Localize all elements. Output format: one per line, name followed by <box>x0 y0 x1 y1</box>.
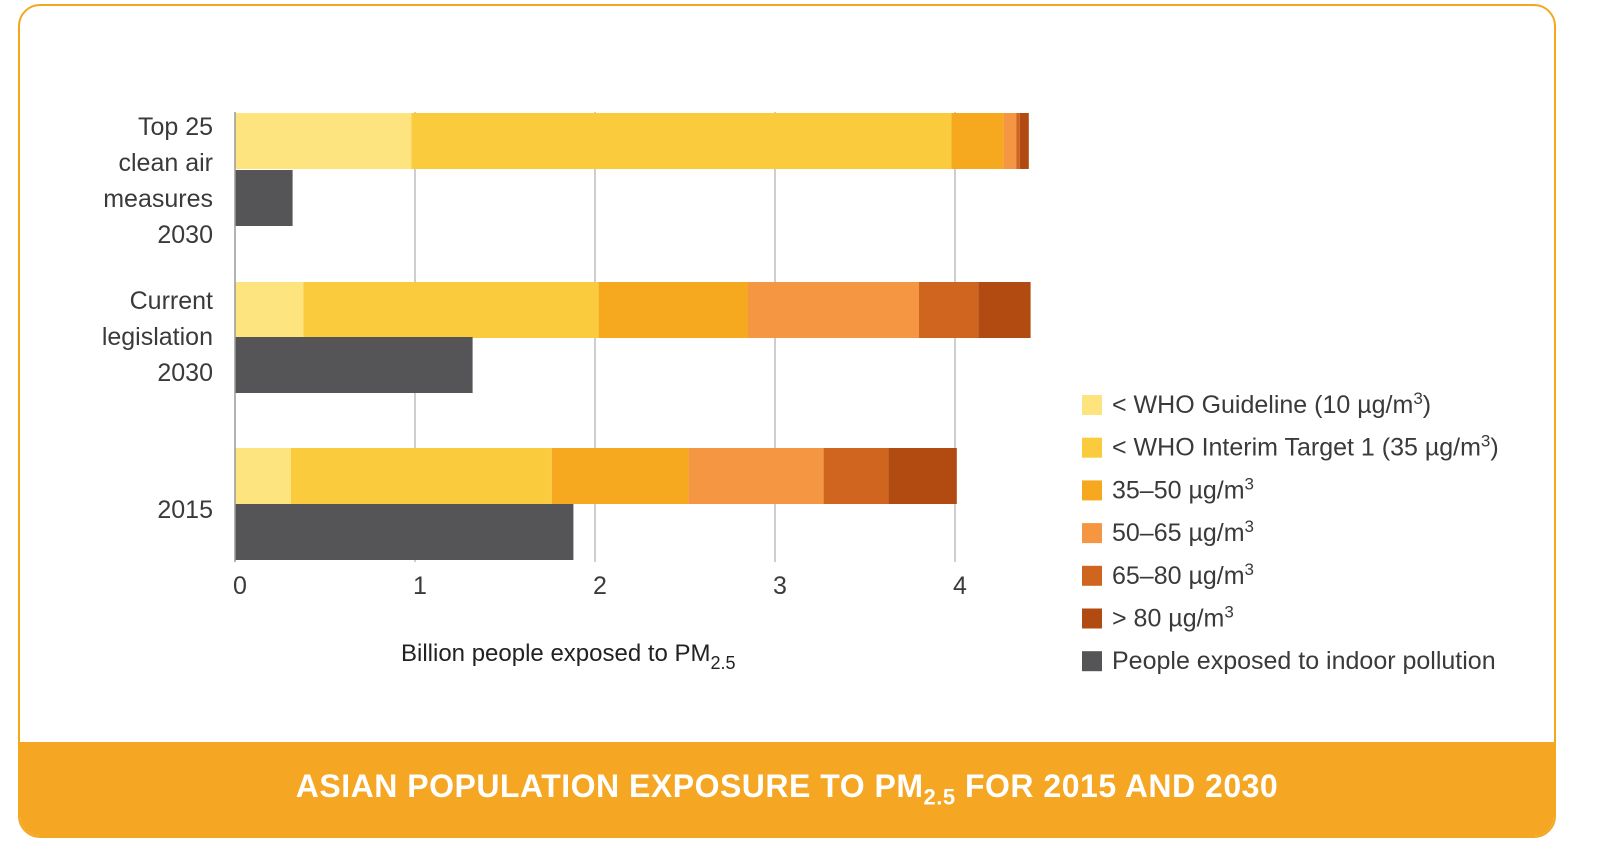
legend-label-5-superscript: 3 <box>1224 603 1233 622</box>
category-label-1-line-1: legislation <box>102 323 213 351</box>
bar-cat0-series3 <box>1003 113 1017 169</box>
legend-label-1: < WHO Interim Target 1 (35 µg/m3) <box>1112 432 1499 462</box>
x-tick-label-1: 1 <box>413 572 427 600</box>
legend-label-1-text: < WHO Interim Target 1 (35 µg/m <box>1112 434 1481 462</box>
bar-cat0-series0 <box>235 113 412 169</box>
legend-label-0-superscript: 3 <box>1413 389 1422 408</box>
legend-label-4-superscript: 3 <box>1245 560 1254 579</box>
category-label-0-line-0: Top 25 <box>138 113 213 141</box>
bar-cat1-series5 <box>978 282 1031 338</box>
legend-label-6: People exposed to indoor pollution <box>1112 647 1496 675</box>
bar-cat2-series2 <box>551 448 689 504</box>
legend-label-3-text: 50–65 µg/m <box>1112 519 1245 547</box>
bar-cat2-series1 <box>290 448 552 504</box>
chart-card: Top 25 clean air measures 2030 Current legisl… <box>18 4 1556 838</box>
legend-label-2: 35–50 µg/m3 <box>1112 474 1254 504</box>
legend-swatch-5 <box>1082 608 1102 629</box>
bar-indoor-cat0 <box>235 170 293 226</box>
legend-label-3-superscript: 3 <box>1245 517 1254 536</box>
legend-label-0-text: < WHO Guideline (10 µg/m <box>1112 391 1413 419</box>
legend-swatch-3 <box>1082 523 1102 544</box>
x-tick-label-0: 0 <box>233 572 247 600</box>
legend-label-4-text: 65–80 µg/m <box>1112 562 1245 590</box>
legend-label-5: > 80 µg/m3 <box>1112 603 1234 633</box>
legend-label-1-suffix: ) <box>1490 434 1498 462</box>
legend-swatch-4 <box>1082 565 1102 586</box>
bar-cat1-series1 <box>303 282 599 338</box>
bar-cat0-series2 <box>951 113 1004 169</box>
bar-cat2-series0 <box>235 448 291 504</box>
chart-title-main: ASIAN POPULATION EXPOSURE TO PM <box>295 767 924 804</box>
x-tick-label-4: 4 <box>953 572 967 600</box>
category-label-2-line-0: 2015 <box>157 496 213 524</box>
chart-title-subscript: 2.5 <box>923 784 956 810</box>
category-label-1-line-0: Current <box>130 287 213 315</box>
bar-cat0-series1 <box>411 113 952 169</box>
x-axis-label: Billion people exposed to PM2.5 <box>401 640 736 673</box>
bar-cat1-series2 <box>598 282 748 338</box>
category-label-0-line-3: 2030 <box>157 221 213 249</box>
x-axis-label-main: Billion people exposed to PM <box>401 640 711 667</box>
legend-label-6-text: People exposed to indoor pollution <box>1112 647 1496 675</box>
bar-cat0-series4 <box>1016 113 1020 169</box>
bar-cat2-series5 <box>888 448 957 504</box>
footer-banner: ASIAN POPULATION EXPOSURE TO PM2.5 FOR 2… <box>20 742 1554 836</box>
legend-swatch-6 <box>1082 651 1102 672</box>
category-label-0-line-1: clean air <box>119 149 214 177</box>
bar-cat0-series5 <box>1019 113 1029 169</box>
legend-swatch-1 <box>1082 437 1102 458</box>
bar-cat1-series3 <box>748 282 919 338</box>
legend-label-0-suffix: ) <box>1423 391 1431 419</box>
legend-label-2-text: 35–50 µg/m <box>1112 476 1245 504</box>
category-label-1-line-2: 2030 <box>157 359 213 387</box>
legend-label-2-superscript: 3 <box>1245 474 1254 493</box>
category-label-0-line-2: measures <box>103 185 213 213</box>
legend-swatch-0 <box>1082 395 1102 415</box>
chart: Top 25 clean air measures 2030 Current legisl… <box>102 112 1499 675</box>
legend-label-5-text: > 80 µg/m <box>1112 605 1224 633</box>
bar-indoor-cat1 <box>235 337 473 393</box>
bar-cat1-series4 <box>919 282 979 338</box>
legend-swatch-2 <box>1082 480 1102 501</box>
x-tick-label-3: 3 <box>773 572 787 600</box>
bar-indoor-cat2 <box>235 504 574 560</box>
chart-title: ASIAN POPULATION EXPOSURE TO PM2.5 FOR 2… <box>296 768 1278 810</box>
x-tick-label-2: 2 <box>593 572 607 600</box>
chart-title-end: FOR 2015 AND 2030 <box>955 767 1279 804</box>
legend-label-1-superscript: 3 <box>1481 432 1490 451</box>
bar-cat1-series0 <box>235 282 304 338</box>
x-axis-label-subscript: 2.5 <box>711 653 736 673</box>
legend-label-3: 50–65 µg/m3 <box>1112 517 1254 547</box>
bar-cat2-series4 <box>823 448 889 504</box>
legend-label-0: < WHO Guideline (10 µg/m3) <box>1112 389 1431 419</box>
legend-label-4: 65–80 µg/m3 <box>1112 560 1254 590</box>
bar-cat2-series3 <box>688 448 824 504</box>
